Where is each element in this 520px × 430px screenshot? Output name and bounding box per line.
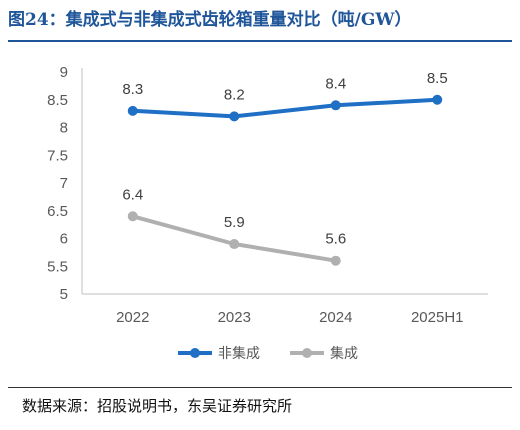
y-tick-label: 6 (60, 231, 68, 248)
data-label: 6.4 (122, 186, 143, 203)
y-tick-label: 7.5 (47, 147, 68, 164)
data-point (127, 105, 138, 116)
legend-label: 非集成 (218, 345, 260, 362)
figure-title: 图24：集成式与非集成式齿轮箱重量对比（吨/GW） (8, 10, 412, 30)
x-tick-label: 2023 (218, 309, 251, 326)
data-label: 8.3 (122, 81, 143, 98)
data-label: 8.5 (427, 70, 448, 87)
y-tick-label: 8 (60, 120, 68, 137)
legend-label: 集成 (330, 345, 358, 362)
data-point (330, 255, 341, 266)
y-tick-label: 8.5 (47, 92, 68, 109)
data-point (330, 100, 341, 111)
data-point (229, 239, 240, 250)
y-tick-label: 9 (60, 64, 68, 81)
series-line-1 (130, 97, 440, 119)
data-label: 8.4 (325, 75, 346, 92)
x-tick-label: 2024 (319, 309, 352, 326)
data-label: 8.2 (224, 86, 245, 103)
source-divider (8, 387, 512, 388)
data-point (229, 111, 240, 122)
x-tick-label: 2022 (116, 309, 149, 326)
data-point (127, 211, 138, 222)
title-underline (8, 40, 512, 42)
line-chart: 5 5.5 6 6.5 7 7.5 8 8.5 9 2022 2023 2024 2025H1 8.3 8.… (47, 64, 488, 362)
x-tick-label: 2025H1 (411, 309, 464, 326)
legend-marker-2 (302, 348, 312, 358)
y-tick-label: 5.5 (47, 258, 68, 275)
data-point (432, 94, 443, 105)
y-tick-label: 5 (60, 286, 68, 303)
source-note: 数据来源：招股说明书，东吴证券研究所 (22, 397, 293, 415)
y-tick-label: 7 (60, 175, 68, 192)
y-tick-label: 6.5 (47, 203, 68, 220)
data-label: 5.6 (325, 231, 346, 248)
data-label: 5.9 (224, 214, 245, 231)
legend-marker-1 (190, 348, 200, 358)
